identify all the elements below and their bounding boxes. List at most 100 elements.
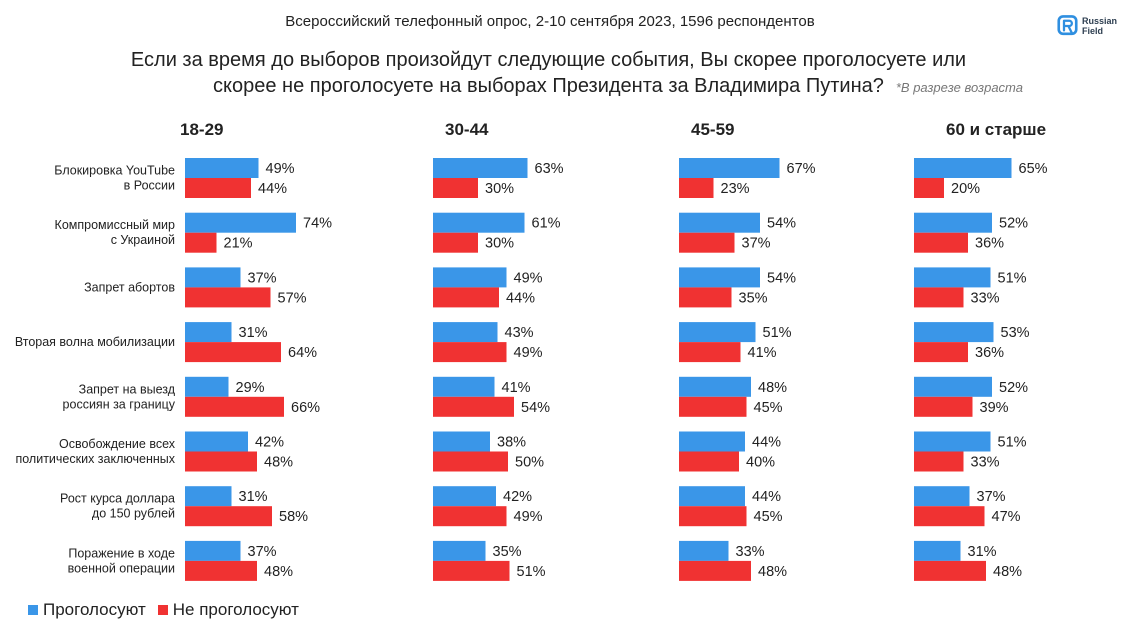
data-label-yes: 41% [502, 380, 531, 396]
data-label-yes: 42% [255, 435, 284, 451]
bar-no [914, 178, 944, 198]
bar-no [914, 506, 985, 527]
bar-no [433, 560, 510, 581]
category-label-2: Компромиссный мир с Украиной [55, 218, 175, 247]
bar-yes [679, 540, 729, 561]
chart-title-line-1: Если за время до выборов произойдут след… [130, 49, 967, 71]
data-label-yes: 37% [977, 489, 1006, 505]
legend-item-yes: Проголосуют [28, 600, 146, 620]
bar-no [433, 232, 478, 253]
bar-yes [679, 376, 751, 397]
bar-no [914, 451, 964, 472]
data-label-yes: 67% [787, 161, 816, 177]
data-label-no: 64% [288, 345, 317, 361]
legend-label-no: Не проголосуют [172, 600, 299, 619]
age-breakdown-note: *В разрезе возраста [895, 80, 1023, 95]
data-label-no: 36% [975, 345, 1004, 361]
bar-no [433, 451, 508, 472]
bar-no [433, 396, 514, 417]
data-label-yes: 61% [532, 216, 561, 232]
data-label-yes: 52% [999, 380, 1028, 396]
bar-yes [914, 212, 992, 233]
category-label-6: Освобождение всех политических заключенны… [15, 437, 175, 466]
category-label-line: Компромиссный мир [55, 218, 175, 232]
category-label-3: Запрет абортов [84, 280, 175, 294]
bar-yes [914, 540, 961, 561]
data-label-no: 48% [264, 564, 293, 580]
category-label-line: Запрет на выезд [79, 382, 176, 396]
bar-yes [185, 431, 248, 452]
data-label-no: 48% [758, 564, 787, 580]
bar-no [433, 178, 478, 198]
bar-yes [185, 376, 229, 397]
legend-label-yes: Проголосуют [43, 600, 146, 619]
data-label-no: 47% [992, 509, 1021, 525]
category-label-7: Рост курса доллара до 150 рублей [60, 492, 175, 521]
data-label-no: 30% [485, 236, 514, 252]
data-label-no: 36% [975, 236, 1004, 252]
data-label-no: 51% [517, 564, 546, 580]
data-label-no: 39% [980, 400, 1009, 416]
bar-yes [914, 376, 992, 397]
data-label-yes: 31% [968, 544, 997, 560]
bar-no [679, 560, 751, 581]
data-label-yes: 38% [497, 435, 526, 451]
data-label-no: 58% [279, 509, 308, 525]
data-label-yes: 52% [999, 216, 1028, 232]
data-label-yes: 65% [1019, 161, 1048, 177]
data-label-yes: 37% [248, 544, 277, 560]
data-label-no: 48% [993, 564, 1022, 580]
data-label-no: 23% [721, 181, 750, 197]
category-label-line: с Украиной [111, 233, 175, 247]
panel-title-2: 30-44 [445, 120, 489, 139]
logo-text-line-1: Russian [1081, 16, 1117, 26]
bar-no [433, 342, 507, 363]
category-label-line: Поражение в ходе [68, 546, 175, 560]
data-label-yes: 49% [266, 161, 295, 177]
category-label-line: в России [124, 179, 175, 193]
category-label-8: Поражение в ходе военной операции [68, 546, 175, 575]
data-label-no: 45% [754, 509, 783, 525]
data-label-no: 30% [485, 181, 514, 197]
data-label-yes: 31% [239, 489, 268, 505]
bar-no [185, 232, 217, 253]
bar-yes [914, 267, 991, 288]
data-label-yes: 49% [514, 270, 543, 286]
bar-yes [914, 158, 1012, 178]
bar-yes [185, 540, 241, 561]
bar-no [914, 342, 968, 363]
bar-yes [433, 376, 495, 397]
bar-no [914, 232, 968, 253]
bar-no [679, 396, 747, 417]
bar-yes [914, 322, 994, 343]
data-label-no: 44% [258, 181, 287, 197]
bar-yes [433, 540, 486, 561]
category-label-line: до 150 рублей [92, 507, 175, 521]
data-label-no: 21% [224, 236, 253, 252]
bar-no [185, 396, 284, 417]
logo-text: Russian Field [1082, 16, 1117, 36]
bar-yes [679, 486, 745, 507]
panel-title-4: 60 и старше [946, 120, 1046, 139]
panel-title-3: 45-59 [691, 120, 734, 139]
legend-swatch-no [157, 605, 168, 615]
bar-yes [914, 431, 991, 452]
bar-yes [679, 431, 745, 452]
data-label-no: 45% [754, 400, 783, 416]
bar-no [185, 178, 251, 198]
bar-no [185, 287, 271, 308]
data-label-yes: 74% [303, 216, 332, 232]
data-label-no: 66% [291, 400, 320, 416]
bar-yes [679, 322, 756, 343]
data-label-yes: 51% [998, 435, 1027, 451]
data-label-yes: 51% [763, 325, 792, 341]
bar-yes [679, 267, 760, 288]
category-label-line: Вторая волна мобилизации [15, 335, 175, 349]
category-label-5: Запрет на выезд россиян за границу [63, 382, 176, 411]
bar-no [914, 396, 973, 417]
bar-yes [914, 486, 970, 507]
bar-yes [433, 486, 496, 507]
data-label-no: 33% [971, 290, 1000, 306]
data-label-no: 48% [264, 455, 293, 471]
